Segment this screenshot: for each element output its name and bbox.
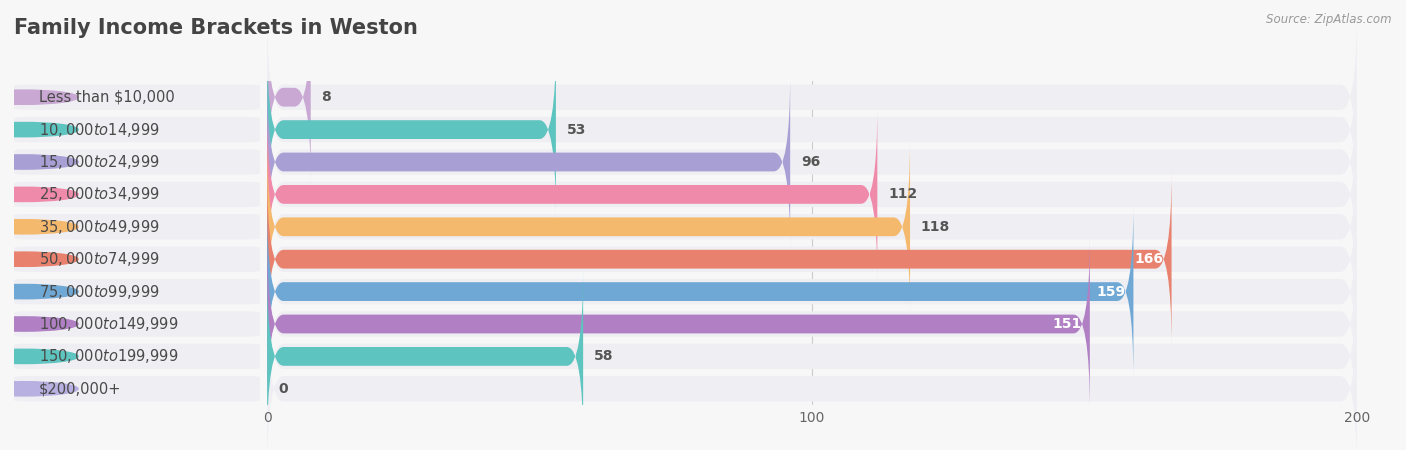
Text: 8: 8 [322,90,332,104]
FancyBboxPatch shape [14,117,260,142]
FancyBboxPatch shape [267,107,877,282]
Text: $100,000 to $149,999: $100,000 to $149,999 [39,315,179,333]
FancyBboxPatch shape [14,182,260,207]
Text: 53: 53 [567,122,586,137]
FancyBboxPatch shape [267,74,790,250]
Circle shape [0,90,79,104]
FancyBboxPatch shape [14,85,260,110]
Circle shape [0,155,79,169]
Text: $150,000 to $199,999: $150,000 to $199,999 [39,347,179,365]
FancyBboxPatch shape [267,204,1133,379]
FancyBboxPatch shape [267,175,1357,344]
Circle shape [0,252,79,266]
FancyBboxPatch shape [14,344,260,369]
FancyBboxPatch shape [267,236,1090,412]
Text: $50,000 to $74,999: $50,000 to $74,999 [39,250,159,268]
Circle shape [0,317,79,331]
Text: $75,000 to $99,999: $75,000 to $99,999 [39,283,159,301]
FancyBboxPatch shape [14,149,260,175]
FancyBboxPatch shape [267,9,311,185]
FancyBboxPatch shape [267,42,555,217]
Text: 151: 151 [1053,317,1081,331]
Circle shape [0,284,79,299]
Text: 166: 166 [1135,252,1163,266]
FancyBboxPatch shape [267,142,1357,311]
Circle shape [0,220,79,234]
Text: $25,000 to $34,999: $25,000 to $34,999 [39,185,159,203]
Circle shape [0,382,79,396]
FancyBboxPatch shape [14,247,260,272]
FancyBboxPatch shape [14,279,260,304]
FancyBboxPatch shape [267,45,1357,214]
FancyBboxPatch shape [267,272,1357,441]
Text: 58: 58 [595,349,613,364]
Text: Family Income Brackets in Weston: Family Income Brackets in Weston [14,18,418,38]
FancyBboxPatch shape [267,77,1357,247]
Text: Source: ZipAtlas.com: Source: ZipAtlas.com [1267,14,1392,27]
Text: 159: 159 [1097,284,1125,299]
Text: $10,000 to $14,999: $10,000 to $14,999 [39,121,159,139]
Circle shape [0,187,79,202]
Text: $35,000 to $49,999: $35,000 to $49,999 [39,218,159,236]
Text: Less than $10,000: Less than $10,000 [39,90,174,105]
FancyBboxPatch shape [14,376,260,401]
Text: 96: 96 [801,155,820,169]
FancyBboxPatch shape [267,139,910,315]
FancyBboxPatch shape [267,171,1171,347]
FancyBboxPatch shape [14,214,260,239]
FancyBboxPatch shape [267,13,1357,182]
FancyBboxPatch shape [14,311,260,337]
Text: $15,000 to $24,999: $15,000 to $24,999 [39,153,159,171]
Text: $200,000+: $200,000+ [39,381,121,396]
Circle shape [0,349,79,364]
FancyBboxPatch shape [267,110,1357,279]
FancyBboxPatch shape [267,269,583,444]
FancyBboxPatch shape [267,239,1357,409]
FancyBboxPatch shape [267,304,1357,450]
FancyBboxPatch shape [267,207,1357,376]
Circle shape [0,122,79,137]
Text: 112: 112 [889,187,918,202]
Text: 118: 118 [921,220,950,234]
Text: 0: 0 [278,382,288,396]
